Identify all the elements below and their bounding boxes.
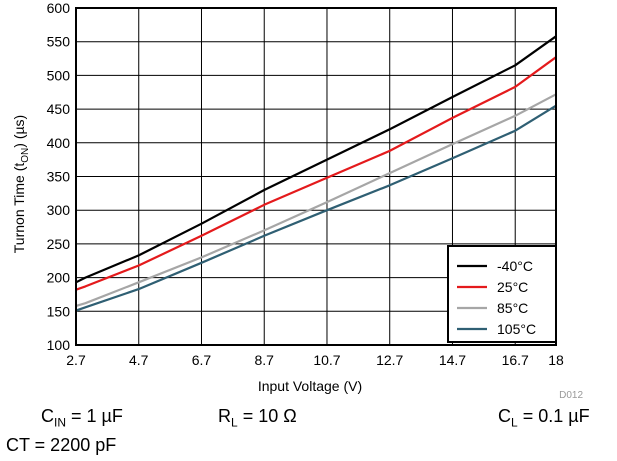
rl-value: = 10 Ω: [237, 406, 297, 426]
y-tick-label: 150: [47, 303, 71, 319]
y-tick-label: 600: [47, 0, 71, 16]
rl-main: R: [218, 406, 231, 426]
rl-sub: L: [231, 415, 238, 430]
legend-box: [447, 245, 557, 343]
x-tick-label: 10.7: [313, 352, 340, 368]
legend-label-0: -40°C: [497, 258, 533, 274]
x-tick-label: 16.7: [502, 352, 529, 368]
y-axis-label-main: Turnon Time (t: [11, 163, 27, 254]
legend-label-1: 25°C: [497, 279, 528, 295]
y-axis-label-sub: ON: [20, 148, 31, 163]
ct-condition: CT = 2200 pF: [6, 435, 117, 455]
cin-value: = 1 µF: [66, 406, 123, 426]
x-tick-label: 12.7: [376, 352, 403, 368]
y-tick-label: 250: [47, 236, 71, 252]
cl-main: C: [498, 406, 511, 426]
y-tick-label: 400: [47, 135, 71, 151]
legend: -40°C 25°C 85°C 105°C: [447, 245, 557, 343]
legend-label-3: 105°C: [497, 321, 536, 337]
x-tick-label: 8.7: [255, 352, 275, 368]
x-tick-labels: 2.7 4.7 6.7 8.7 10.7 12.7 14.7 16.7 18: [66, 352, 564, 368]
x-tick-label: 6.7: [192, 352, 212, 368]
y-tick-label: 300: [47, 202, 71, 218]
x-tick-label: 14.7: [439, 352, 466, 368]
series-line-1: [75, 56, 557, 291]
cl-condition: CL = 0.1 µF: [498, 406, 590, 430]
cin-sub: IN: [54, 415, 66, 430]
cin-condition: CIN = 1 µF: [41, 406, 123, 430]
x-tick-label: 18: [548, 352, 564, 368]
figure-id: D012: [559, 390, 583, 400]
cl-value: = 0.1 µF: [517, 406, 590, 426]
cin-main: C: [41, 406, 54, 426]
y-tick-label: 100: [47, 337, 71, 353]
turnon-time-chart: 2.7 4.7 6.7 8.7 10.7 12.7 14.7 16.7 18 100 150 200…: [11, 0, 583, 400]
cl-sub: L: [511, 415, 518, 430]
series-lines: [75, 35, 557, 312]
series-line-3: [75, 104, 557, 312]
y-tick-label: 200: [47, 270, 71, 286]
y-axis-label-tail: ) (µs): [11, 115, 27, 148]
grid-lines: [75, 7, 557, 346]
y-tick-label: 450: [47, 101, 71, 117]
y-tick-label: 550: [47, 34, 71, 50]
plot-frame: [75, 7, 557, 346]
y-axis-label: Turnon Time (tON) (µs): [11, 115, 31, 253]
y-tick-label: 350: [47, 169, 71, 185]
rl-condition: RL = 10 Ω: [218, 406, 297, 430]
legend-label-2: 85°C: [497, 300, 528, 316]
x-axis-label: Input Voltage (V): [258, 378, 362, 394]
series-line-2: [75, 93, 557, 307]
x-tick-label: 2.7: [66, 352, 86, 368]
y-tick-labels: 100 150 200 250 300 350 400 450 500 550 600: [47, 0, 71, 353]
series-line-0: [75, 35, 557, 284]
y-tick-label: 500: [47, 67, 71, 83]
x-tick-label: 4.7: [129, 352, 149, 368]
